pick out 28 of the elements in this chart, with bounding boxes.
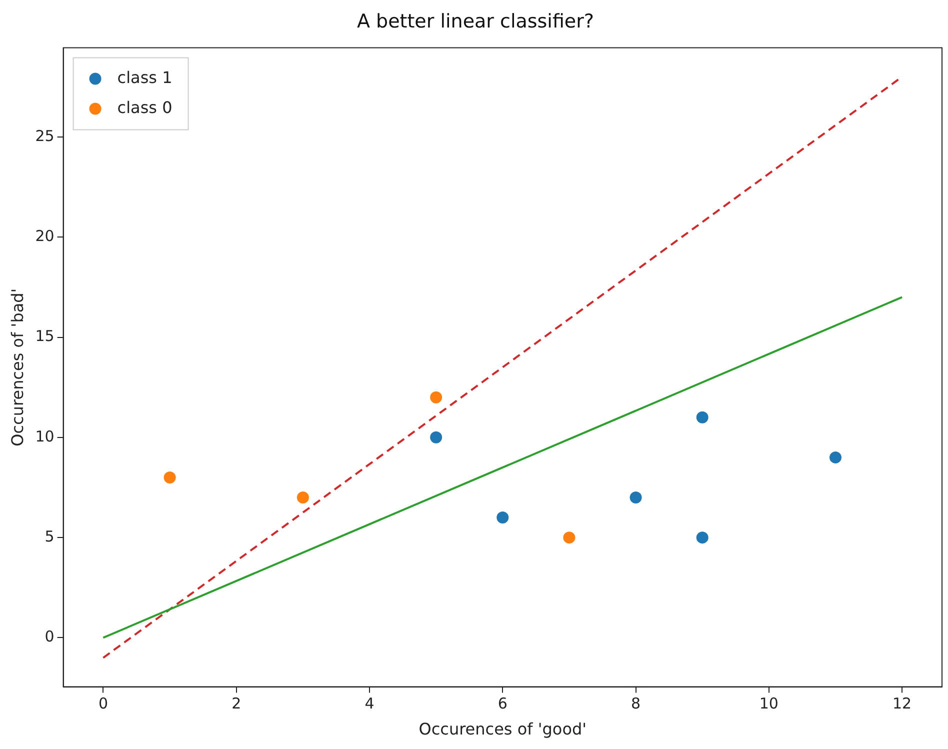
point [164,471,176,484]
y-tick-label: 10 [35,427,54,446]
chart-title: A better linear classifier? [356,10,594,32]
legend-label: class 0 [117,98,172,117]
point [829,451,842,464]
x-tick-label: 0 [98,694,108,713]
x-tick-label: 8 [631,694,641,713]
y-tick-label: 5 [44,527,54,546]
y-tick-label: 0 [44,628,54,646]
legend-label: class 1 [117,68,172,87]
y-tick-label: 15 [35,327,54,346]
x-tick-label: 2 [232,694,242,713]
x-axis-title: Occurences of 'good' [418,720,587,739]
point [696,411,708,424]
x-tick-label: 10 [759,694,778,713]
y-axis-title: Occurences of 'bad' [8,288,27,446]
point [630,492,642,504]
point [563,532,576,544]
point [696,532,708,544]
y-tick-label: 25 [35,126,54,145]
x-tick-label: 12 [892,694,912,713]
point [496,512,509,524]
point [430,391,442,404]
x-tick-label: 6 [498,694,508,713]
y-tick-label: 20 [35,226,54,245]
point [430,431,442,444]
point [296,492,309,504]
x-tick-label: 4 [364,694,374,713]
